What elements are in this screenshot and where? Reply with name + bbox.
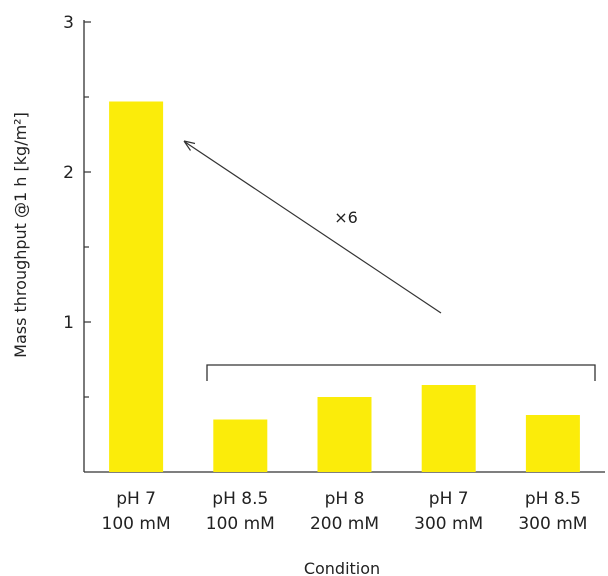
bracket: [206, 364, 596, 381]
x-tick-label: 300 mM: [414, 514, 483, 534]
bar: [421, 385, 476, 472]
x-tick-label: 100 mM: [102, 514, 171, 534]
x-tick-label: 300 mM: [518, 514, 587, 534]
arrow-line: [184, 141, 442, 314]
x-tick-label: pH 8.5: [212, 489, 268, 509]
bar: [525, 415, 580, 472]
chart-bars: [109, 101, 580, 472]
x-axis-label: Condition: [304, 559, 380, 576]
x-tick-label: pH 8: [325, 489, 365, 509]
y-tick-labels: 1 2 3: [63, 13, 91, 398]
x-tick-label: 100 mM: [206, 514, 275, 534]
x-tick-labels: pH 7 100 mM pH 8.5 100 mM pH 8 200 mM pH 7 300 …: [102, 489, 588, 534]
bar: [109, 101, 164, 472]
fold-change-annotation: ×6: [183, 140, 596, 381]
x-tick-label: pH 7: [116, 489, 156, 509]
bar: [317, 397, 372, 472]
x-tick-label: pH 8.5: [525, 489, 581, 509]
y-tick-label: 1: [63, 313, 74, 333]
x-tick-label: 200 mM: [310, 514, 379, 534]
y-axis-label: Mass throughput @1 h [kg/m²]: [11, 112, 30, 358]
arrow-head: [183, 140, 196, 151]
fold-change-label: ×6: [334, 208, 358, 227]
y-tick-label: 2: [63, 163, 74, 183]
y-tick-label: 3: [63, 13, 74, 33]
x-tick-label: pH 7: [429, 489, 469, 509]
bar: [213, 419, 268, 472]
